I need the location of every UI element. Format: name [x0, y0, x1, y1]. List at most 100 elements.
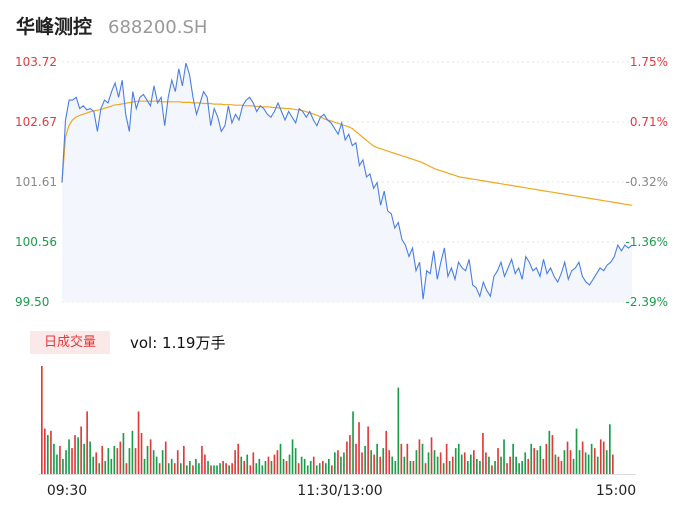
- volume-bar: [427, 452, 430, 474]
- volume-bar: [62, 458, 64, 474]
- volume-bar: [213, 465, 215, 474]
- y-tick-label: 103.72: [15, 55, 57, 69]
- volume-bar: [56, 454, 58, 474]
- volume-bar: [506, 463, 508, 474]
- volume-bar: [388, 450, 391, 474]
- y-tick-label: 99.50: [15, 295, 49, 309]
- volume-bar: [385, 430, 388, 474]
- volume-bar: [352, 411, 354, 474]
- volume-bar: [216, 465, 218, 474]
- volume-bar: [376, 443, 378, 474]
- volume-bar: [596, 456, 599, 474]
- volume-bar: [113, 445, 116, 474]
- volume-bar: [122, 433, 125, 474]
- volume-bar: [599, 439, 602, 474]
- volume-bar: [116, 448, 119, 474]
- volume-bar: [391, 456, 394, 474]
- volume-bar: [107, 448, 110, 474]
- x-tick-label: 09:30: [47, 483, 87, 499]
- volume-bar: [421, 443, 424, 474]
- volume-bar: [207, 461, 209, 474]
- volume-bar: [219, 463, 221, 474]
- volume-bar: [467, 461, 469, 474]
- volume-bar: [309, 461, 312, 474]
- volume-bar: [485, 452, 487, 474]
- volume-bar: [355, 443, 357, 474]
- stock-name: 华峰测控: [16, 16, 93, 38]
- y-tick-pct-label: 1.75%: [630, 55, 668, 69]
- volume-bar: [92, 456, 95, 474]
- volume-bar: [509, 456, 511, 474]
- volume-bar: [340, 456, 342, 474]
- volume-bar: [264, 461, 267, 474]
- volume-bar: [312, 456, 315, 474]
- volume-label: vol: 1.19万手: [130, 334, 226, 352]
- volume-bar: [518, 463, 520, 474]
- volume-bar: [119, 441, 122, 474]
- volume-bar: [605, 450, 608, 474]
- volume-bar: [267, 456, 270, 474]
- volume-bar: [240, 456, 243, 474]
- volume-bar: [424, 463, 427, 474]
- volume-bar: [125, 463, 128, 474]
- volume-bars: [38, 366, 636, 475]
- volume-bar: [557, 456, 560, 474]
- volume-bar: [83, 443, 85, 474]
- volume-bar: [180, 463, 182, 474]
- volume-bar: [415, 450, 418, 474]
- volume-bar: [364, 445, 366, 474]
- volume-bar: [131, 430, 134, 474]
- volume-bar: [403, 456, 406, 474]
- volume-bar: [346, 441, 348, 474]
- volume-bar: [80, 426, 82, 474]
- volume-bar: [246, 454, 249, 474]
- volume-bar: [53, 443, 55, 474]
- volume-bar: [186, 465, 188, 474]
- volume-bar: [228, 465, 230, 474]
- volume-bar: [291, 439, 294, 474]
- volume-bar: [554, 454, 557, 474]
- volume-bar: [258, 458, 261, 474]
- volume-bar: [71, 448, 73, 474]
- y-axis-right: 1.75% 0.71% -0.32% -1.36% -2.39%: [626, 55, 668, 309]
- volume-bar: [551, 435, 554, 474]
- volume-bar: [460, 454, 463, 474]
- volume-bar: [331, 465, 333, 474]
- volume-bar: [394, 461, 397, 474]
- volume-bar: [337, 450, 339, 474]
- volume-bar: [128, 448, 131, 474]
- volume-bar: [41, 366, 43, 474]
- volume-bar: [164, 441, 167, 474]
- volume-bar: [134, 448, 137, 474]
- y-tick-pct-label: 0.71%: [630, 115, 668, 129]
- volume-bar: [276, 450, 279, 474]
- volume-bar: [158, 463, 161, 474]
- volume-bar: [201, 445, 203, 474]
- volume-bar: [161, 450, 164, 474]
- volume-bar: [512, 443, 514, 474]
- volume-bar: [294, 448, 297, 474]
- volume-bar: [77, 437, 79, 474]
- volume-bar: [306, 465, 309, 474]
- volume-bar: [463, 452, 466, 474]
- volume-bar: [382, 448, 385, 474]
- volume-bar: [155, 456, 158, 474]
- volume-bar: [527, 458, 530, 474]
- volume-bar: [279, 443, 282, 474]
- x-tick-label: 11:30/13:00: [297, 483, 382, 499]
- volume-bar: [539, 445, 542, 474]
- volume-bar: [581, 441, 584, 474]
- volume-bar: [225, 463, 227, 474]
- volume-bar: [195, 458, 197, 474]
- volume-bar: [566, 441, 569, 474]
- volume-bar: [545, 443, 548, 474]
- volume-bar: [494, 461, 496, 474]
- volume-bar: [575, 428, 578, 474]
- volume-bar: [379, 456, 382, 474]
- volume-bar: [406, 443, 409, 474]
- volume-bar: [436, 456, 439, 474]
- volume-bar: [521, 461, 523, 474]
- volume-bar: [315, 465, 318, 474]
- y-tick-label: 100.56: [15, 235, 57, 249]
